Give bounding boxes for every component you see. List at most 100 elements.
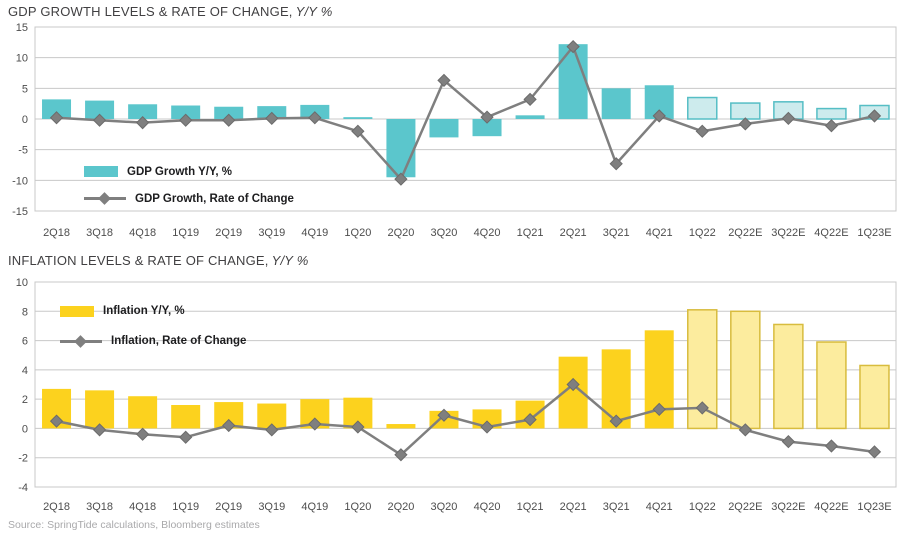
inflation-legend: Inflation Y/Y, % Inflation, Rate of Chan… [60, 296, 246, 356]
inflation-marker-3Q19 [265, 423, 279, 437]
inflation-x-tick-label: 1Q22 [689, 501, 716, 513]
gdp-bar-2Q18 [42, 99, 72, 119]
inflation-marker-4Q20 [480, 420, 494, 434]
gdp-marker-1Q23E [867, 109, 882, 123]
inflation-chart-title: INFLATION LEVELS & RATE OF CHANGE, Y/Y % [8, 253, 308, 268]
gdp-legend-line-row: GDP Growth, Rate of Change [84, 185, 294, 212]
inflation-bar-2Q20 [386, 424, 416, 429]
gdp-x-tick-label: 4Q22E [814, 227, 848, 239]
inflation-marker-2Q19 [222, 418, 236, 433]
gdp-plot-border [34, 26, 897, 212]
inflation-bar-4Q18 [128, 396, 158, 429]
inflation-chart-title-text: INFLATION LEVELS & RATE OF CHANGE, [8, 253, 269, 268]
gdp-chart-title: GDP GROWTH LEVELS & RATE OF CHANGE, Y/Y % [8, 4, 333, 19]
inflation-marker-1Q23E [867, 445, 882, 459]
gdp-chart-title-text: GDP GROWTH LEVELS & RATE OF CHANGE, [8, 4, 293, 19]
inflation-y-tick-label: -4 [18, 482, 28, 494]
gdp-x-tick-label: 3Q18 [86, 227, 113, 239]
gdp-marker-4Q22E [824, 119, 839, 133]
gdp-rate-of-change-line [56, 45, 875, 181]
inflation-x-tick-label: 2Q19 [215, 501, 242, 513]
gdp-marker-4Q19 [308, 111, 322, 125]
inflation-bar-1Q19 [171, 405, 201, 429]
gdp-marker-3Q22E [781, 111, 796, 126]
inflation-x-tick-label: 4Q21 [646, 501, 673, 513]
inflation-y-tick-label: 0 [22, 423, 28, 435]
gdp-legend-bar-label: GDP Growth Y/Y, % [127, 165, 233, 178]
inflation-marker-4Q22E [824, 439, 839, 453]
inflation-marker-3Q20 [437, 408, 451, 422]
gdp-bar-1Q22 [687, 96, 718, 120]
gdp-x-tick-label: 4Q21 [646, 227, 673, 239]
gdp-marker-1Q20 [351, 124, 365, 138]
gdp-marker-4Q20 [480, 110, 494, 124]
gdp-x-tick-label: 1Q21 [517, 227, 544, 239]
gdp-line-marker-icon [98, 192, 111, 205]
gdp-x-tick-label: 4Q19 [301, 227, 328, 239]
inflation-x-tick-label: 2Q21 [560, 501, 587, 513]
inflation-marker-1Q19 [179, 430, 193, 444]
gdp-marker-3Q18 [92, 113, 107, 127]
inflation-line-marker-icon [74, 334, 87, 348]
inflation-marker-4Q21 [652, 402, 666, 417]
inflation-x-tick-label: 4Q18 [129, 501, 156, 513]
source-note: Source: SpringTide calculations, Bloombe… [8, 519, 260, 531]
inflation-marker-3Q18 [92, 423, 107, 437]
inflation-marker-4Q18 [135, 427, 150, 441]
gdp-x-tick-label: 1Q23E [857, 227, 891, 239]
inflation-y-tick-label: 6 [22, 336, 28, 348]
gdp-marker-1Q22 [695, 124, 709, 138]
gdp-y-tick-label: 10 [16, 53, 28, 65]
gdp-marker-3Q21 [609, 157, 623, 171]
gdp-chart-title-units: Y/Y % [295, 4, 333, 19]
gdp-line-swatch [84, 192, 126, 205]
gdp-bar-3Q18 [85, 100, 115, 119]
gdp-y-tick-label: 5 [22, 83, 28, 95]
inflation-x-tick-label: 1Q19 [172, 501, 199, 513]
gdp-marker-1Q21 [523, 92, 537, 107]
inflation-x-tick-label: 4Q22E [814, 501, 848, 513]
gdp-marker-2Q18 [49, 111, 64, 125]
inflation-marker-1Q21 [523, 412, 537, 427]
inflation-marker-4Q19 [308, 417, 322, 431]
inflation-bar-3Q22E [773, 323, 804, 430]
gdp-bar-swatch [84, 166, 118, 177]
inflation-marker-2Q22E [738, 423, 752, 437]
inflation-bar-swatch [60, 305, 94, 317]
inflation-chart-title-units: Y/Y % [271, 253, 309, 268]
inflation-legend-bar-row: Inflation Y/Y, % [60, 296, 246, 326]
inflation-bar-4Q20 [472, 409, 502, 429]
gdp-bar-1Q20 [343, 117, 373, 119]
gdp-bar-4Q22E [816, 107, 847, 120]
gdp-marker-2Q21 [566, 39, 580, 54]
gdp-marker-2Q20 [394, 172, 408, 186]
gdp-bar-2Q19 [214, 106, 244, 119]
inflation-x-tick-label: 3Q20 [431, 501, 458, 513]
gdp-bar-3Q20 [429, 119, 459, 138]
gdp-x-tick-label: 2Q20 [387, 227, 414, 239]
inflation-bar-3Q18 [85, 390, 115, 429]
gdp-bar-1Q19 [171, 105, 201, 119]
inflation-marker-3Q22E [781, 434, 796, 449]
inflation-x-tick-label: 2Q22E [728, 501, 762, 513]
inflation-x-tick-label: 3Q21 [603, 501, 630, 513]
gdp-x-tick-label: 2Q21 [560, 227, 587, 239]
inflation-legend-line-row: Inflation, Rate of Change [60, 326, 246, 356]
gdp-x-tick-label: 4Q18 [129, 227, 156, 239]
inflation-marker-1Q20 [351, 420, 365, 434]
inflation-x-tick-label: 1Q23E [857, 501, 891, 513]
inflation-x-tick-label: 3Q18 [86, 501, 113, 513]
inflation-plot-border [34, 281, 897, 488]
gdp-legend-line-label: GDP Growth, Rate of Change [135, 192, 294, 205]
gdp-y-tick-label: -5 [18, 145, 28, 157]
inflation-marker-1Q22 [695, 401, 709, 415]
gdp-y-tick-label: -15 [12, 206, 28, 218]
inflation-y-tick-label: 4 [22, 365, 28, 377]
inflation-y-tick-label: 2 [22, 394, 28, 406]
gdp-x-tick-label: 1Q20 [344, 227, 371, 239]
gdp-y-tick-label: 0 [22, 114, 28, 126]
inflation-x-tick-label: 3Q19 [258, 501, 285, 513]
inflation-marker-2Q20 [394, 448, 408, 462]
inflation-y-tick-label: 8 [22, 306, 28, 318]
